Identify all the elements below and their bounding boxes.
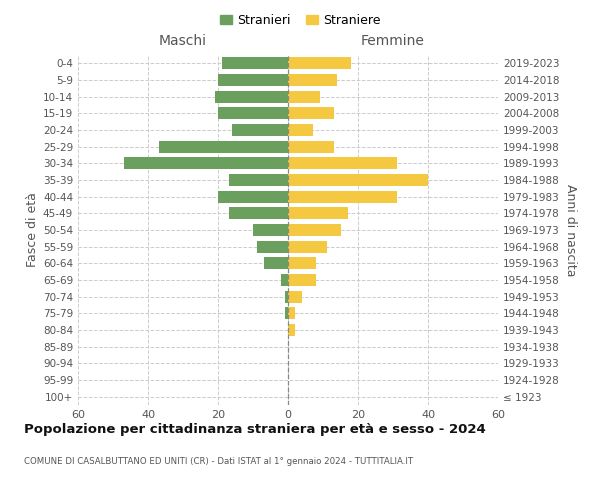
Y-axis label: Anni di nascita: Anni di nascita: [564, 184, 577, 276]
Bar: [229, 208, 288, 220]
Bar: [288, 224, 341, 236]
Legend: Stranieri, Straniere: Stranieri, Straniere: [215, 8, 386, 32]
Bar: [288, 190, 397, 202]
Text: Femmine: Femmine: [361, 34, 425, 48]
Bar: [229, 174, 288, 186]
Bar: [218, 108, 288, 120]
Bar: [288, 124, 313, 136]
Bar: [288, 208, 347, 220]
Bar: [257, 240, 288, 252]
Text: COMUNE DI CASALBUTTANO ED UNITI (CR) - Dati ISTAT al 1° gennaio 2024 - TUTTITALI: COMUNE DI CASALBUTTANO ED UNITI (CR) - D…: [24, 458, 413, 466]
Bar: [288, 90, 320, 102]
Bar: [288, 140, 334, 152]
Bar: [288, 308, 295, 320]
Bar: [284, 308, 288, 320]
Bar: [288, 108, 334, 120]
Bar: [221, 58, 288, 70]
Bar: [232, 124, 288, 136]
Bar: [124, 158, 288, 170]
Bar: [218, 74, 288, 86]
Bar: [288, 274, 316, 286]
Bar: [288, 240, 326, 252]
Bar: [288, 290, 302, 302]
Bar: [215, 90, 288, 102]
Bar: [288, 174, 428, 186]
Bar: [158, 140, 288, 152]
Bar: [281, 274, 288, 286]
Bar: [263, 258, 288, 270]
Bar: [288, 158, 397, 170]
Bar: [288, 324, 295, 336]
Bar: [288, 258, 316, 270]
Text: Popolazione per cittadinanza straniera per età e sesso - 2024: Popolazione per cittadinanza straniera p…: [24, 422, 486, 436]
Bar: [288, 74, 337, 86]
Bar: [218, 190, 288, 202]
Y-axis label: Fasce di età: Fasce di età: [26, 192, 39, 268]
Bar: [253, 224, 288, 236]
Text: Maschi: Maschi: [159, 34, 207, 48]
Bar: [284, 290, 288, 302]
Bar: [288, 58, 351, 70]
